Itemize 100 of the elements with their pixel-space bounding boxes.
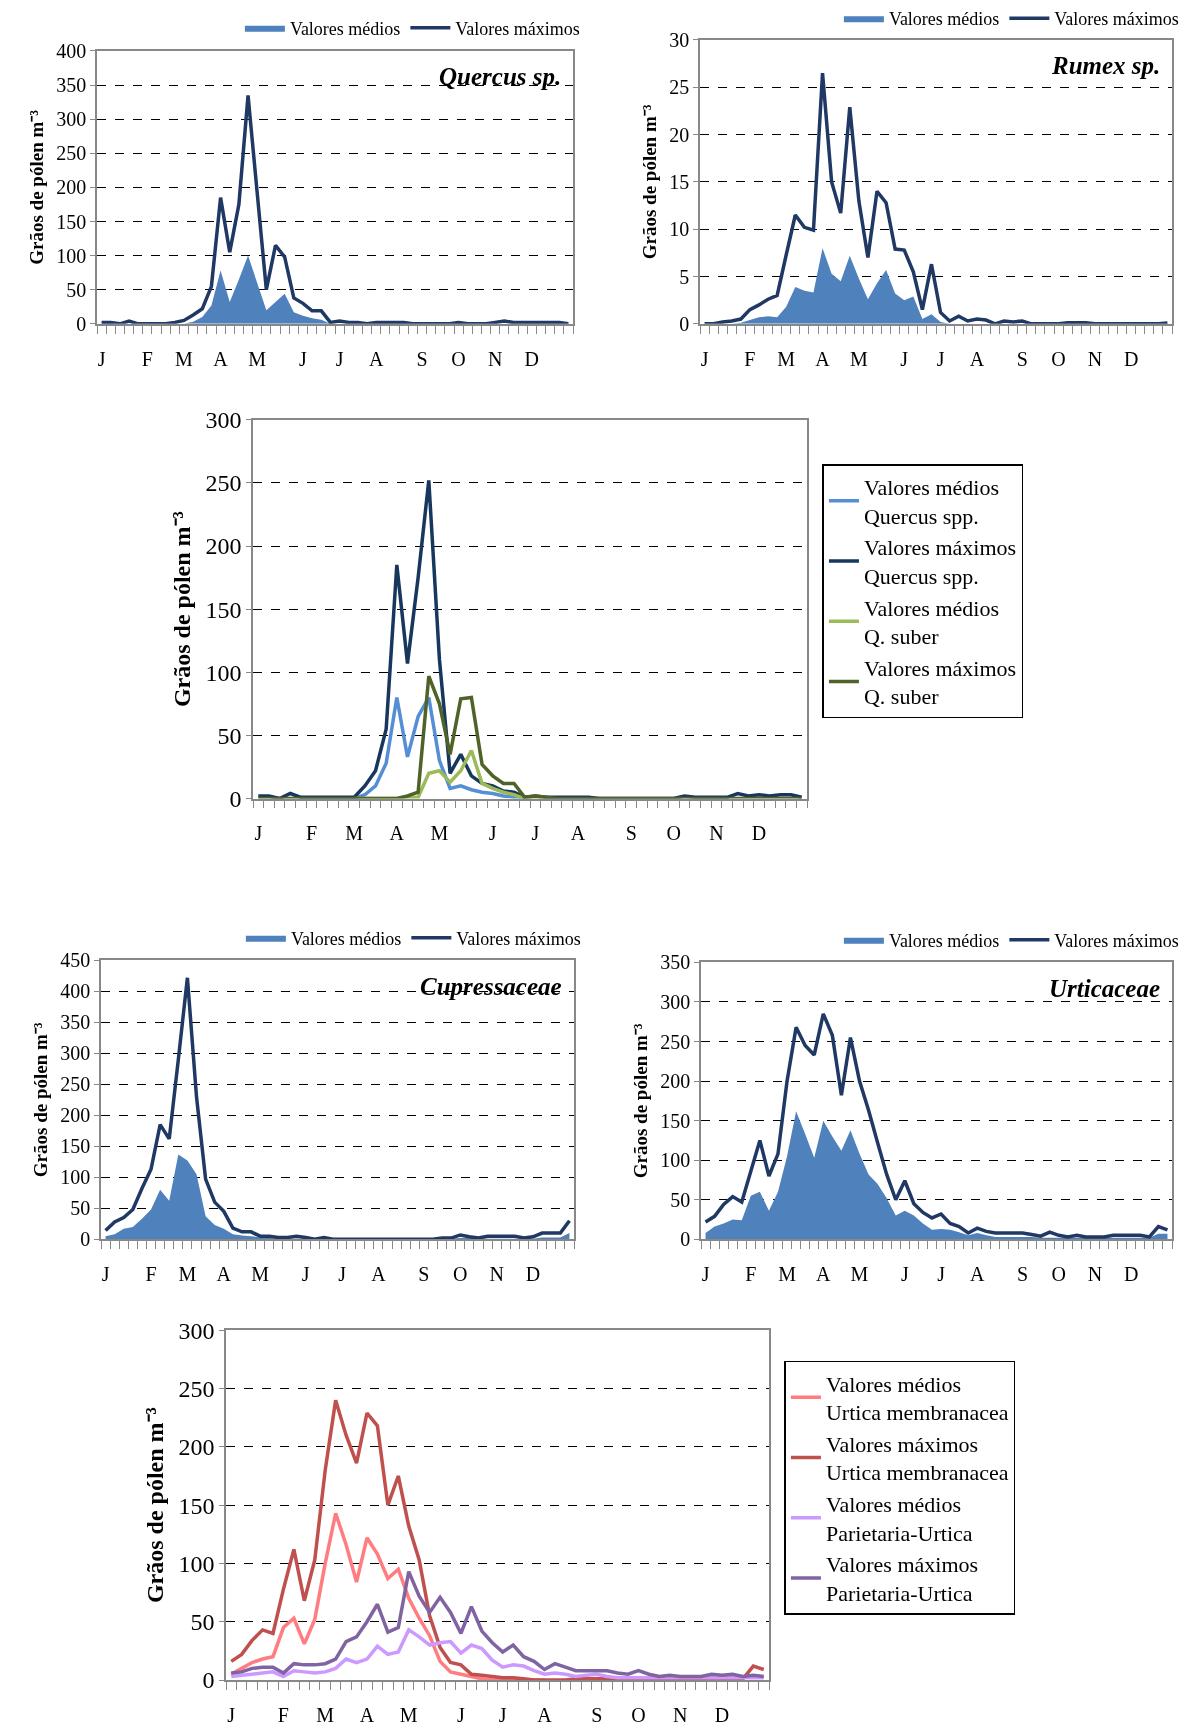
- x-tick-label: A: [359, 1703, 375, 1726]
- y-tick-label: 0: [80, 1228, 91, 1251]
- y-tick-label: 250: [660, 1030, 691, 1053]
- y-tick-label: 450: [60, 949, 91, 972]
- x-tick-label: A: [389, 822, 405, 845]
- y-tick-label: 50: [670, 1188, 691, 1211]
- y-tick-label: 250: [178, 1375, 215, 1402]
- y-tick-label: 0: [680, 1228, 691, 1251]
- x-tick-label: J: [101, 1263, 110, 1286]
- legend-label: Valores médios: [290, 928, 402, 949]
- line-series: [103, 976, 572, 1240]
- y-tick-label: 50: [70, 1197, 91, 1220]
- legend-label: Valores médios Quercus spp.: [863, 475, 999, 529]
- x-tick-label: M: [316, 1703, 335, 1726]
- line-series: [229, 1569, 766, 1679]
- legend-label: Valores máximos Urtica membranacea: [825, 1431, 1009, 1486]
- y-tick-label: 350: [56, 74, 87, 97]
- y-tick-label: 300: [660, 990, 691, 1013]
- x-tick-label: F: [277, 1703, 289, 1726]
- text: Cupressaceae: [420, 973, 562, 1000]
- y-tick-label: 150: [60, 1135, 91, 1158]
- y-tick-label: 0: [202, 1667, 215, 1694]
- y-tick-label: 250: [60, 1073, 91, 1096]
- x-tick-label: J: [936, 347, 945, 370]
- y-tick-label: 100: [660, 1149, 691, 1172]
- x-tick-label: J: [227, 1703, 236, 1726]
- legend-label: Valores máximos: [1054, 9, 1179, 30]
- legend-label: Valores médios Parietaria-Urtica: [825, 1492, 973, 1546]
- text: Rumex sp.: [1051, 52, 1161, 79]
- y-tick-label: 350: [660, 951, 691, 974]
- line-series: [99, 93, 571, 324]
- y-tick-label: 15: [669, 170, 690, 193]
- y-tick-label: 300: [56, 108, 87, 131]
- x-tick-label: N: [673, 1703, 688, 1726]
- y-tick-label: 100: [56, 244, 87, 267]
- y-tick-label: 50: [190, 1609, 215, 1636]
- x-tick-label: O: [451, 347, 466, 370]
- y-axis-title: Grãos de pólen m⁻³: [142, 1407, 169, 1604]
- x-tick-label: D: [714, 1703, 730, 1726]
- x-tick-label: J: [254, 822, 263, 845]
- x-tick-label: A: [969, 347, 985, 370]
- y-axis-title: Grãos de pólen m⁻³: [25, 109, 47, 265]
- x-tick-label: D: [524, 347, 540, 370]
- legend-label: Valores máximos: [455, 18, 580, 39]
- x-tick-label: F: [745, 1263, 757, 1286]
- x-tick-label: D: [751, 822, 767, 845]
- legend-label: Valores médios: [289, 18, 401, 39]
- x-tick-label: S: [591, 1703, 603, 1726]
- y-tick-label: 300: [178, 1317, 215, 1344]
- y-tick-label: 200: [60, 1104, 91, 1127]
- x-tick-label: F: [141, 347, 153, 370]
- x-tick-label: J: [900, 347, 909, 370]
- x-tick-label: A: [368, 347, 384, 370]
- y-tick-label: 150: [178, 1492, 215, 1519]
- x-tick-label: N: [489, 1263, 504, 1286]
- x-tick-label: M: [777, 347, 796, 370]
- y-tick-label: 50: [217, 722, 242, 749]
- y-tick-label: 100: [205, 659, 242, 686]
- y-tick-label: 300: [205, 407, 242, 434]
- x-tick-label: J: [338, 1263, 347, 1286]
- x-tick-label: O: [1051, 1263, 1067, 1286]
- y-tick-label: 20: [669, 123, 690, 146]
- x-tick-label: O: [453, 1263, 468, 1286]
- legend-label: Valores máximos Parietaria-Urtica: [825, 1552, 979, 1606]
- y-tick-label: 200: [56, 176, 87, 199]
- x-tick-label: A: [371, 1263, 387, 1286]
- x-tick-label: J: [457, 1703, 466, 1726]
- y-tick-label: 10: [669, 218, 690, 241]
- x-tick-label: M: [175, 347, 194, 370]
- x-tick-label: J: [531, 822, 540, 845]
- x-tick-label: M: [399, 1703, 418, 1726]
- x-tick-label: A: [815, 347, 831, 370]
- x-tick-label: J: [498, 1703, 507, 1726]
- x-tick-label: J: [937, 1263, 946, 1286]
- x-tick-label: J: [335, 347, 344, 370]
- y-tick-label: 30: [669, 28, 690, 51]
- x-tick-label: S: [625, 822, 637, 845]
- y-tick-label: 250: [205, 470, 242, 497]
- y-tick-label: 200: [178, 1434, 215, 1461]
- legend-label: Valores médios Q. suber: [863, 595, 999, 650]
- line-series: [229, 1398, 766, 1681]
- x-tick-label: S: [1016, 1263, 1029, 1286]
- x-tick-label: J: [299, 347, 308, 370]
- x-tick-label: D: [1124, 1263, 1139, 1286]
- x-tick-label: A: [570, 822, 586, 845]
- y-tick-label: 100: [178, 1550, 215, 1577]
- y-tick-label: 0: [679, 312, 690, 335]
- y-tick-label: 200: [660, 1070, 691, 1093]
- x-tick-label: D: [525, 1263, 541, 1286]
- y-tick-label: 200: [205, 533, 242, 560]
- x-tick-label: A: [213, 347, 229, 370]
- y-tick-label: 250: [56, 142, 87, 165]
- y-tick-label: 50: [66, 278, 87, 301]
- y-tick-label: 100: [60, 1166, 91, 1189]
- x-tick-label: D: [1123, 347, 1139, 370]
- legend-label: Valores máximos: [1054, 930, 1179, 951]
- x-tick-label: O: [666, 822, 682, 845]
- y-axis-title: Grãos de pólen m⁻³: [29, 1022, 51, 1178]
- y-tick-label: 150: [56, 210, 87, 233]
- x-tick-label: M: [345, 822, 364, 845]
